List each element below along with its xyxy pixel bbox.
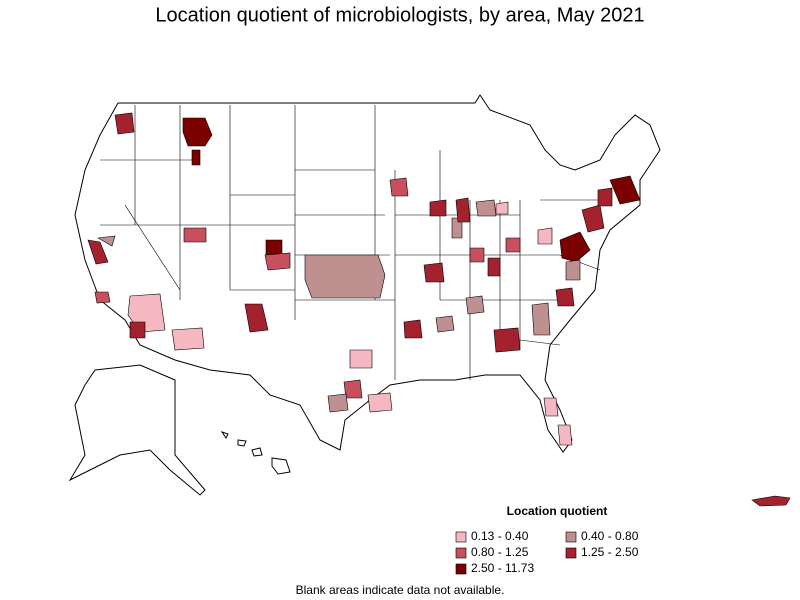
legend-label: 0.13 - 0.40 — [471, 529, 529, 543]
area — [423, 262, 445, 283]
area — [455, 197, 471, 223]
legend-title: Location quotient — [507, 504, 608, 518]
legend-swatch — [455, 547, 467, 559]
area — [349, 349, 373, 369]
map-title: Location quotient of microbiologists, by… — [155, 4, 644, 26]
legend-swatch — [565, 531, 577, 543]
area — [581, 204, 605, 233]
area — [565, 259, 581, 281]
area — [327, 393, 349, 413]
area — [435, 315, 455, 333]
area — [487, 257, 501, 277]
us-map — [68, 94, 791, 507]
area — [475, 199, 497, 217]
legend-swatch — [455, 563, 467, 575]
area — [609, 175, 641, 205]
area — [389, 177, 409, 197]
area — [543, 397, 559, 417]
area — [429, 199, 447, 217]
legend-label: 0.40 - 0.80 — [581, 529, 639, 543]
area — [597, 187, 613, 207]
area — [171, 327, 205, 351]
area — [114, 112, 135, 135]
alaska — [68, 364, 206, 496]
area — [94, 291, 111, 304]
area — [304, 254, 386, 299]
legend-swatch — [565, 547, 577, 559]
area — [403, 319, 423, 339]
area — [465, 295, 485, 315]
area — [531, 302, 551, 336]
hawaii — [220, 431, 291, 475]
area — [555, 287, 575, 307]
legend: 0.13 - 0.40 0.40 - 0.80 0.80 - 1.25 1.25 - … — [455, 529, 639, 575]
area — [183, 227, 207, 243]
area — [191, 149, 201, 166]
legend-label: 1.25 - 2.50 — [581, 545, 639, 559]
area — [559, 231, 591, 263]
legend-label: 0.80 - 1.25 — [471, 545, 529, 559]
puerto-rico — [751, 495, 791, 507]
area — [493, 327, 521, 353]
area — [469, 247, 485, 263]
area — [182, 117, 213, 147]
legend-label: 2.50 - 11.73 — [471, 561, 534, 575]
area — [557, 424, 573, 446]
area — [537, 227, 553, 245]
area — [367, 392, 393, 413]
area — [264, 252, 291, 271]
area — [343, 379, 363, 399]
area — [129, 321, 146, 339]
area — [87, 239, 109, 265]
footnote: Blank areas indicate data not available. — [296, 583, 505, 597]
area — [244, 303, 269, 333]
area — [97, 235, 116, 247]
area — [495, 201, 509, 215]
area — [505, 237, 521, 253]
legend-swatch — [455, 531, 467, 543]
